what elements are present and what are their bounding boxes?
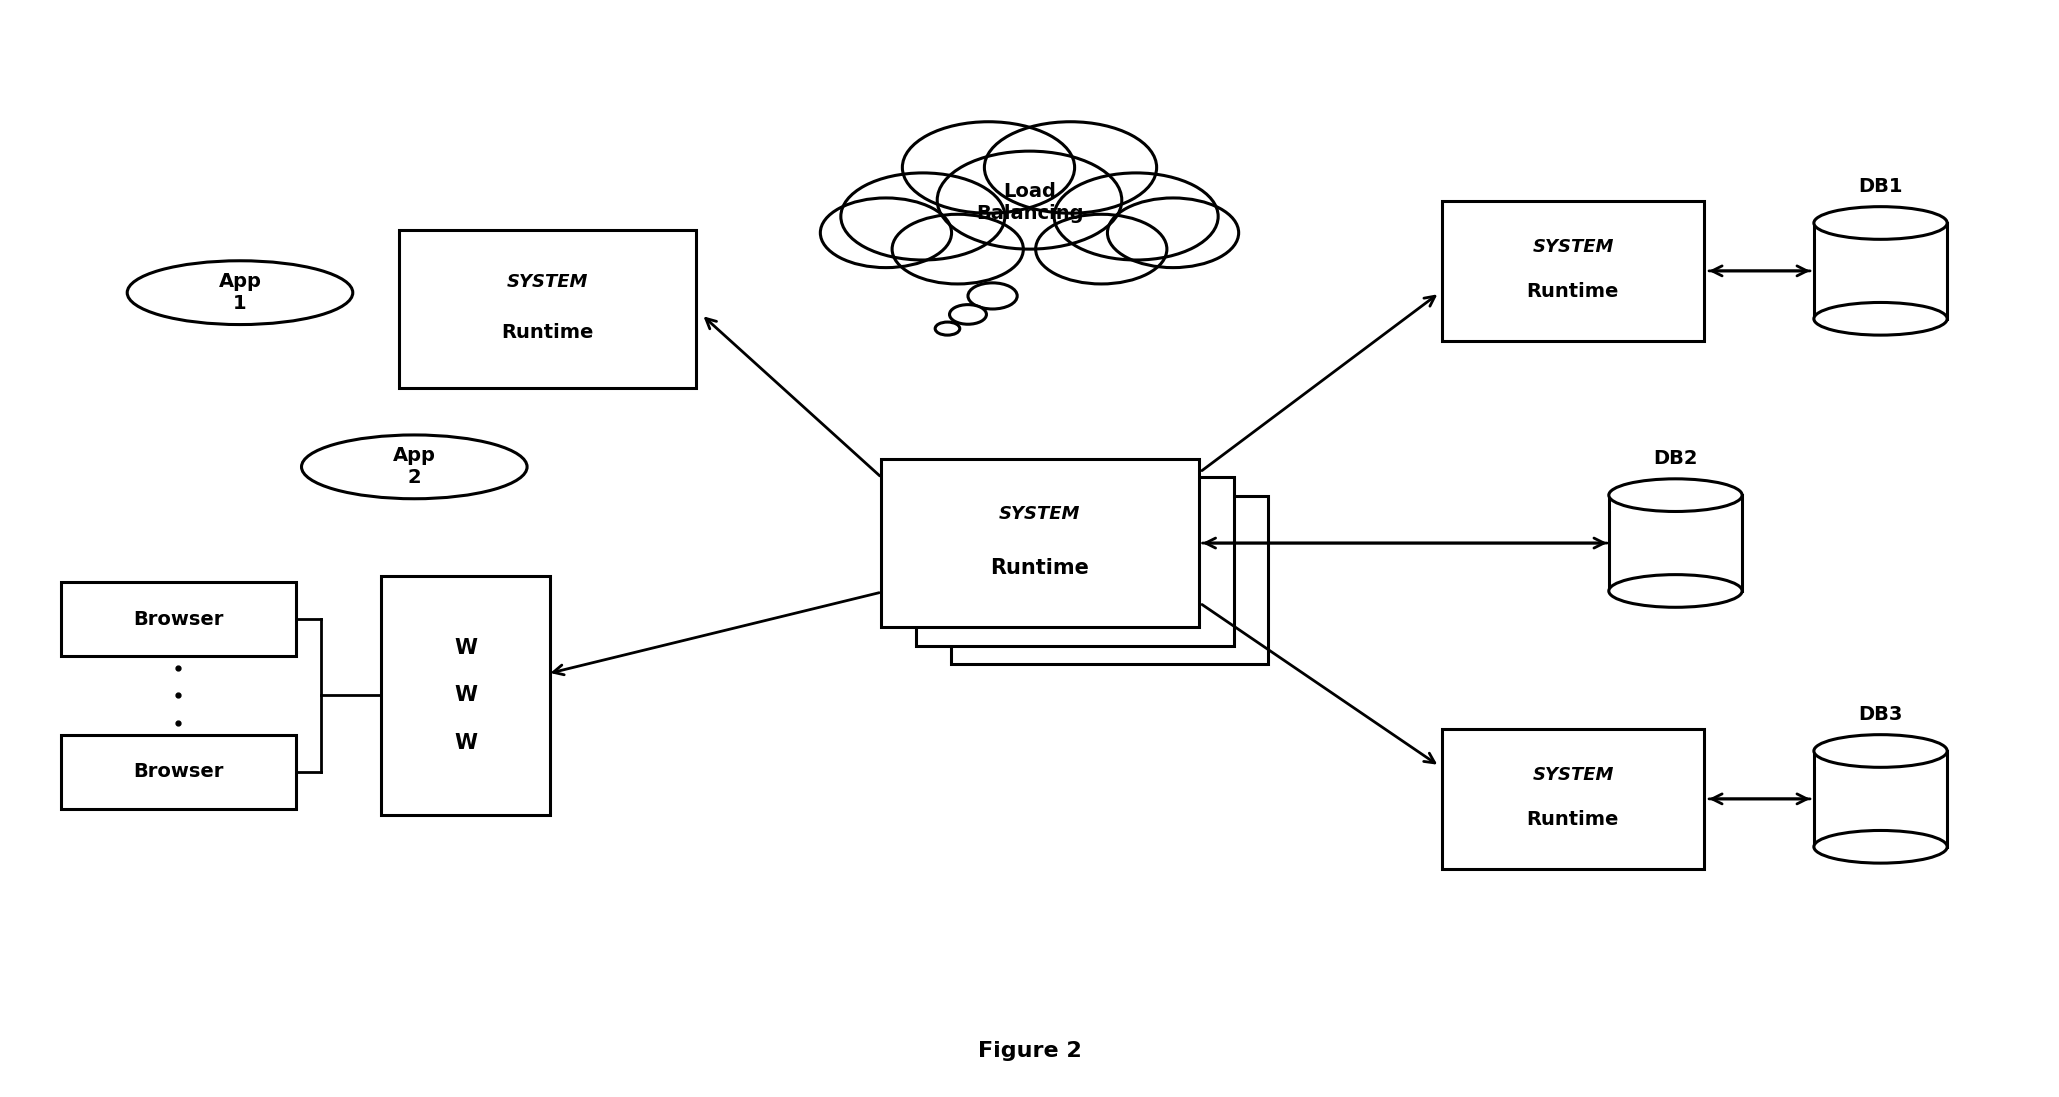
Text: Browser: Browser [134, 610, 224, 629]
Ellipse shape [819, 197, 951, 268]
Bar [399, 230, 696, 388]
Text: Runtime: Runtime [990, 558, 1089, 578]
Ellipse shape [892, 214, 1023, 284]
Bar [381, 576, 550, 815]
Bar [60, 583, 296, 656]
Text: W: W [455, 734, 478, 754]
Bar [1610, 478, 1740, 511]
Text: Runtime: Runtime [1526, 811, 1618, 829]
Bar [1814, 223, 1948, 319]
Ellipse shape [968, 283, 1017, 309]
Text: SYSTEM: SYSTEM [507, 273, 589, 291]
Ellipse shape [902, 122, 1075, 213]
Bar [60, 735, 296, 808]
Bar [951, 496, 1268, 665]
Ellipse shape [1814, 206, 1948, 239]
Ellipse shape [1814, 303, 1948, 335]
Text: Figure 2: Figure 2 [978, 1041, 1081, 1062]
Bar [1816, 206, 1946, 239]
Bar [1816, 735, 1946, 767]
Bar [1814, 751, 1948, 847]
Text: DB3: DB3 [1859, 704, 1903, 724]
Bar [1608, 495, 1742, 591]
Text: Load
Balancing: Load Balancing [976, 182, 1083, 223]
Text: App
2: App 2 [393, 446, 437, 487]
Ellipse shape [1608, 478, 1742, 511]
Bar [1441, 201, 1705, 340]
Ellipse shape [1054, 173, 1219, 260]
Bar [916, 477, 1233, 646]
Ellipse shape [1036, 214, 1167, 284]
Text: SYSTEM: SYSTEM [1532, 766, 1614, 784]
Bar [881, 459, 1198, 627]
Ellipse shape [1814, 735, 1948, 767]
Ellipse shape [128, 261, 352, 325]
Ellipse shape [949, 305, 986, 325]
Ellipse shape [984, 122, 1157, 213]
Text: Runtime: Runtime [502, 324, 593, 342]
Ellipse shape [301, 434, 527, 499]
Text: DB1: DB1 [1859, 177, 1903, 195]
Ellipse shape [937, 151, 1122, 249]
Ellipse shape [1108, 197, 1240, 268]
Text: Browser: Browser [134, 762, 224, 781]
Text: SYSTEM: SYSTEM [999, 506, 1081, 523]
Text: App
1: App 1 [218, 272, 261, 313]
Ellipse shape [1814, 830, 1948, 863]
Text: DB2: DB2 [1653, 449, 1699, 468]
Text: Runtime: Runtime [1526, 282, 1618, 302]
Text: W: W [455, 637, 478, 657]
Ellipse shape [935, 323, 959, 335]
Text: SYSTEM: SYSTEM [1532, 238, 1614, 257]
Ellipse shape [1608, 575, 1742, 608]
Ellipse shape [840, 173, 1005, 260]
Text: W: W [455, 686, 478, 705]
Bar [1441, 730, 1705, 869]
